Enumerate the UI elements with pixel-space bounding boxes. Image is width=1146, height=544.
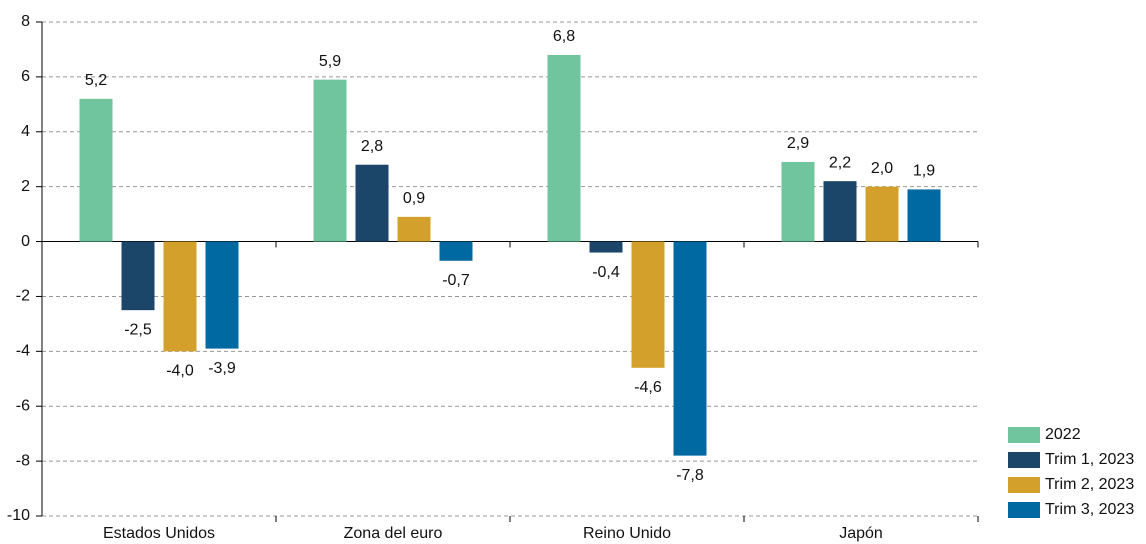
y-tick-label: -2 [16,288,30,305]
y-tick-label: 4 [21,123,30,140]
data-label: -2,5 [124,321,152,338]
legend-swatch [1008,427,1040,443]
bar [547,54,581,242]
legend-swatch [1008,502,1040,518]
legend-label: 2022 [1045,426,1081,443]
y-tick-label: 6 [21,68,30,85]
bar [589,241,623,253]
y-tick-label: 8 [21,13,30,30]
data-label: -3,9 [208,360,236,377]
x-tick-label: Estados Unidos [103,525,215,542]
y-tick-label: -4 [16,343,30,360]
x-tick-label: Japón [839,525,883,542]
data-label: 0,9 [403,190,425,207]
x-tick-label: Reino Unido [583,525,671,542]
bar [439,241,473,261]
bar [907,189,941,242]
bar [79,98,113,242]
data-label: 2,2 [829,154,851,171]
data-label: 5,2 [85,72,107,89]
bar [205,241,239,349]
bar [355,164,389,242]
legend-label: Trim 2, 2023 [1045,476,1134,493]
data-label: 2,9 [787,135,809,152]
legend-swatch [1008,452,1040,468]
bar [631,241,665,368]
bar [781,161,815,242]
x-tick-label: Zona del euro [344,525,443,542]
data-label: -4,0 [166,363,194,380]
bar [673,241,707,456]
bar [121,241,155,311]
bar [313,79,347,242]
data-label: 1,9 [913,163,935,180]
y-tick-label: 0 [21,233,30,250]
bar [397,216,431,242]
data-label: 2,8 [361,138,383,155]
data-label: 2,0 [871,160,893,177]
data-label: 5,9 [319,53,341,70]
bar [865,186,899,242]
legend-label: Trim 1, 2023 [1045,451,1134,468]
y-tick-label: -10 [7,507,30,524]
data-label: -4,6 [634,379,662,396]
y-tick-label: 2 [21,178,30,195]
bar [163,241,197,352]
data-label: 6,8 [553,28,575,45]
data-label: -0,4 [592,264,620,281]
y-tick-label: -6 [16,397,30,414]
data-label: -7,8 [676,467,704,484]
legend-label: Trim 3, 2023 [1045,501,1134,518]
legend-swatch [1008,477,1040,493]
bar [823,181,857,242]
y-tick-label: -8 [16,452,30,469]
data-label: -0,7 [442,272,470,289]
